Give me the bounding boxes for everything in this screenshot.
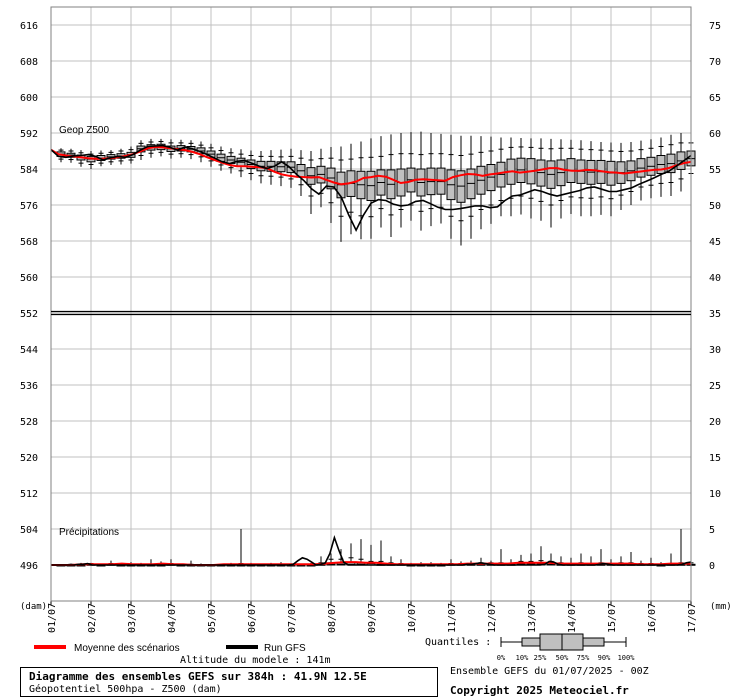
left-tick-label: 600 [20,93,38,104]
precip-mean-line [51,561,691,566]
right-tick-label: 20 [709,417,721,428]
left-tick-label: 544 [20,345,38,356]
date-tick-label: 08/07 [327,603,338,633]
legend-quantile-label: 0% [497,654,506,662]
info-box: Diagramme des ensembles GEFS sur 384h : … [20,667,438,697]
right-tick-label: 35 [709,309,721,320]
right-tick-label: 30 [709,345,721,356]
date-tick-label: 06/07 [247,603,258,633]
date-tick-label: 01/07 [47,603,58,633]
chart-grid [50,7,692,601]
left-tick-label: 520 [20,453,38,464]
z500-mean-line [50,145,692,186]
right-tick-label: 75 [709,21,721,32]
left-tick-label: 584 [20,165,38,176]
date-tick-label: 12/07 [487,603,498,633]
right-tick-label: 25 [709,381,721,392]
right-tick-label: 10 [709,489,721,500]
left-tick-label: 496 [20,561,38,572]
right-tick-label: 70 [709,57,721,68]
right-tick-label: 65 [709,93,721,104]
date-tick-label: 04/07 [167,603,178,633]
right-tick-label: 45 [709,237,721,248]
z500-panel [50,131,696,246]
legend-quantile-labels: 0% 10% 25% 50% 75% 90% 100% [497,654,635,662]
date-tick-label: 11/07 [447,603,458,633]
precip-panel [51,529,696,567]
left-tick-label: 528 [20,417,38,428]
date-tick-label: 16/07 [647,603,658,633]
left-tick-label: 504 [20,525,38,536]
left-tick-label: 512 [20,489,38,500]
date-tick-label: 13/07 [527,603,538,633]
legend-quantile-boxplot [500,633,627,651]
legend: Moyenne des scénarios Run GFS Quantiles … [34,633,635,666]
legend-quantiles-label: Quantiles : [425,637,491,648]
precip-run-line [51,534,692,566]
legend-quantile-label: 10% [516,654,529,662]
right-tick-label: 0 [709,561,715,572]
right-tick-label: 40 [709,273,721,284]
left-tick-label: 608 [20,57,38,68]
right-tick-label: 15 [709,453,721,464]
legend-mean-label: Moyenne des scénarios [74,643,180,654]
legend-quantile-label: 90% [598,654,611,662]
left-tick-label: 552 [20,309,38,320]
geop-panel-label: Geop Z500 [59,125,109,136]
left-axis-unit: (dam) [20,602,47,612]
date-tick-label: 02/07 [87,603,98,633]
date-tick-label: 17/07 [687,603,698,633]
date-tick-label: 05/07 [207,603,218,633]
legend-run-label: Run GFS [264,643,306,654]
legend-quantile-label: 100% [618,654,636,662]
legend-p75-p90 [582,637,605,647]
date-tick-label: 03/07 [127,603,138,633]
right-tick-label: 60 [709,129,721,140]
chart-subtitle: Géopotentiel 500hpa - Z500 (dam) [29,684,222,695]
date-tick-label: 09/07 [367,603,378,633]
legend-quantile-label: 50% [556,654,569,662]
right-tick-label: 50 [709,201,721,212]
left-tick-label: 560 [20,273,38,284]
legend-p10-p25 [521,637,541,647]
left-tick-label: 576 [20,201,38,212]
date-tick-label: 14/07 [567,603,578,633]
date-tick-label: 15/07 [607,603,618,633]
left-tick-label: 568 [20,237,38,248]
altitude-label: Altitude du modele : 141m [180,655,331,666]
precip-panel-label: Précipitations [59,527,119,538]
right-axis-unit: (mm) [710,602,732,612]
left-tick-label: 592 [20,129,38,140]
date-tick-label: 10/07 [407,603,418,633]
left-tick-label: 616 [20,21,38,32]
copyright: Copyright 2025 Meteociel.fr [450,684,629,697]
right-tick-label: 5 [709,525,715,536]
date-tick-label: 07/07 [287,603,298,633]
legend-quantile-label: 75% [577,654,590,662]
legend-quantile-label: 25% [534,654,547,662]
run-info: Ensemble GEFS du 01/07/2025 - 00Z [450,666,649,677]
left-tick-label: 536 [20,381,38,392]
z500-run-line [50,144,692,233]
chart-title: Diagramme des ensembles GEFS sur 384h : … [29,670,367,683]
plot-frame [50,6,692,602]
right-tick-label: 55 [709,165,721,176]
